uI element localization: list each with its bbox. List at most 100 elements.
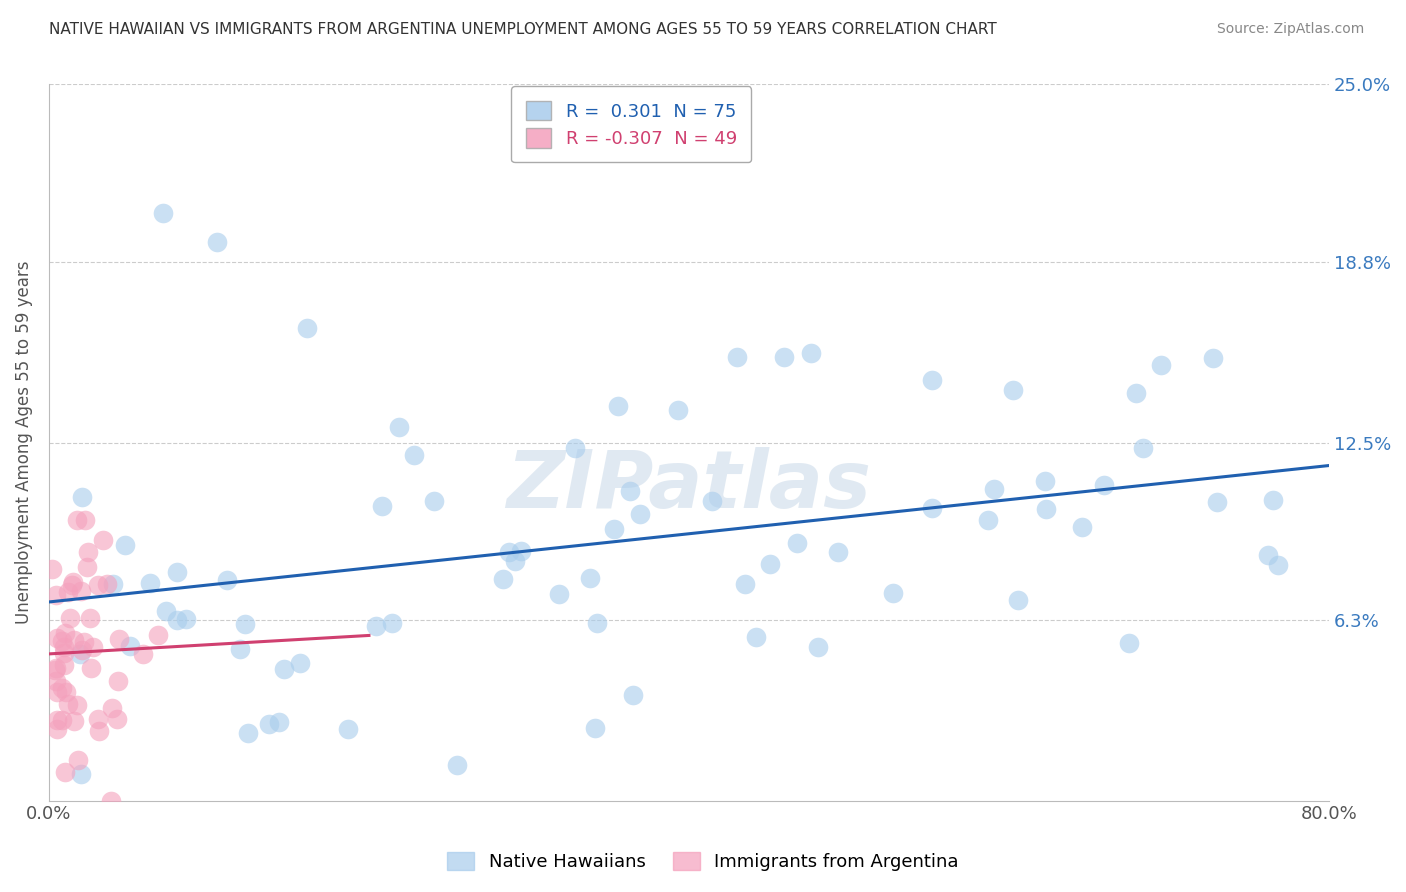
Point [288, 656, 311, 670]
Point [337, 722, 360, 736]
Point [108, 632, 131, 647]
Point [1202, 351, 1225, 366]
Point [364, 619, 387, 633]
Point [548, 587, 571, 601]
Point [70, 583, 93, 598]
Point [983, 482, 1005, 496]
Point [55, 765, 77, 780]
Point [1257, 548, 1279, 562]
Point [45, 714, 67, 728]
Point [1035, 501, 1057, 516]
Point [56, 697, 79, 711]
Point [69, 647, 91, 661]
Point [381, 615, 404, 630]
Point [45, 631, 67, 645]
Point [503, 554, 526, 568]
Point [666, 402, 689, 417]
Point [62, 575, 84, 590]
Point [79, 611, 101, 625]
Point [233, 617, 256, 632]
Point [70, 490, 93, 504]
Point [882, 586, 904, 600]
Point [45, 588, 67, 602]
Point [75, 513, 97, 527]
Point [100, 794, 122, 808]
Point [1263, 492, 1285, 507]
Point [700, 494, 723, 508]
Point [91, 533, 114, 548]
Point [105, 712, 128, 726]
Point [53, 647, 76, 661]
Point [139, 576, 162, 591]
Point [63, 632, 86, 647]
Point [1132, 441, 1154, 455]
Point [297, 321, 319, 335]
Text: ZIPatlas: ZIPatlas [506, 447, 872, 524]
Point [422, 493, 444, 508]
Point [628, 507, 651, 521]
Point [564, 442, 586, 456]
Point [87, 578, 110, 592]
Point [45, 722, 67, 736]
Point [52, 640, 75, 654]
Point [1007, 592, 1029, 607]
Legend: Native Hawaiians, Immigrants from Argentina: Native Hawaiians, Immigrants from Argent… [440, 845, 966, 879]
Point [53, 626, 76, 640]
Point [101, 701, 124, 715]
Point [44, 661, 66, 675]
Point [77, 545, 100, 559]
Point [758, 557, 780, 571]
Point [1092, 478, 1115, 492]
Point [498, 545, 520, 559]
Point [603, 523, 626, 537]
Point [155, 604, 177, 618]
Point [402, 448, 425, 462]
Point [166, 613, 188, 627]
Point [807, 640, 830, 655]
Point [73, 634, 96, 648]
Point [236, 725, 259, 739]
Point [146, 628, 169, 642]
Point [76, 559, 98, 574]
Point [583, 722, 606, 736]
Point [60, 578, 83, 592]
Point [273, 661, 295, 675]
Point [66, 754, 89, 768]
Point [492, 572, 515, 586]
Point [745, 631, 768, 645]
Point [1002, 384, 1025, 398]
Point [51, 633, 73, 648]
Point [579, 571, 602, 585]
Point [107, 673, 129, 688]
Point [44, 663, 66, 677]
Point [1070, 520, 1092, 534]
Point [87, 724, 110, 739]
Text: Source: ZipAtlas.com: Source: ZipAtlas.com [1216, 22, 1364, 37]
Point [80, 661, 103, 675]
Point [51, 714, 73, 728]
Point [1267, 558, 1289, 573]
Point [114, 538, 136, 552]
Point [152, 206, 174, 220]
Point [132, 647, 155, 661]
Point [82, 640, 104, 654]
Point [921, 374, 943, 388]
Point [725, 350, 748, 364]
Point [228, 641, 250, 656]
Point [87, 712, 110, 726]
Point [1149, 358, 1171, 372]
Point [118, 639, 141, 653]
Point [786, 536, 808, 550]
Y-axis label: Unemployment Among Ages 55 to 59 years: Unemployment Among Ages 55 to 59 years [15, 260, 32, 624]
Point [1118, 636, 1140, 650]
Point [55, 685, 77, 699]
Point [174, 611, 197, 625]
Point [52, 657, 75, 672]
Point [215, 574, 238, 588]
Point [59, 610, 82, 624]
Point [446, 758, 468, 772]
Point [63, 714, 86, 728]
Point [734, 577, 756, 591]
Point [388, 419, 411, 434]
Text: NATIVE HAWAIIAN VS IMMIGRANTS FROM ARGENTINA UNEMPLOYMENT AMONG AGES 55 TO 59 YE: NATIVE HAWAIIAN VS IMMIGRANTS FROM ARGEN… [49, 22, 997, 37]
